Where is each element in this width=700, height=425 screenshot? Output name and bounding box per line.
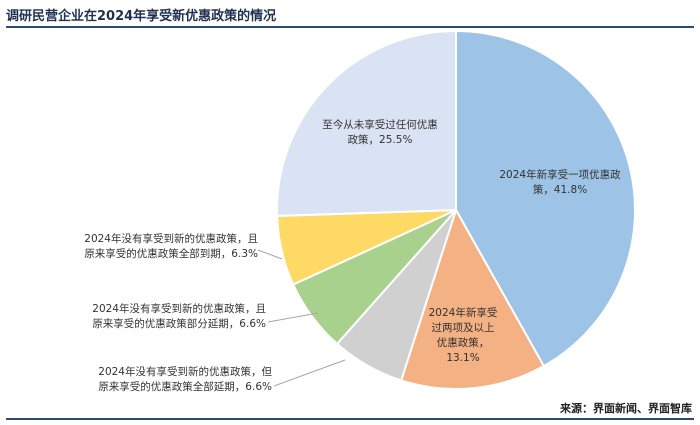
leader-line-3 — [267, 312, 319, 323]
slice-label-line: 2024年没有享受到新的优惠政策，且 — [92, 302, 266, 315]
slice-label-line: 13.1% — [446, 352, 479, 364]
slice-label-line: 原来享受的优惠政策部分延期，6.6% — [92, 317, 266, 330]
slice-label-line: 原来享受的优惠政策全部延期，6.6% — [98, 380, 272, 393]
chart-title: 调研民营企业在2024年享受新优惠政策的情况 — [6, 9, 277, 24]
slice-label-line: 2024年没有享受到新的优惠政策，且 — [84, 232, 258, 245]
slice-label-0: 2024年新享受一项优惠政策，41.8% — [499, 168, 621, 196]
slice-label-3: 2024年没有享受到新的优惠政策，且原来享受的优惠政策部分延期，6.6% — [92, 302, 266, 330]
slice-label-4: 2024年没有享受到新的优惠政策，且原来享受的优惠政策全部到期，6.3% — [84, 232, 258, 260]
slice-label-2: 2024年没有享受到新的优惠政策，但原来享受的优惠政策全部延期，6.6% — [98, 365, 272, 393]
slice-label-5: 至今从未享受过任何优惠政策，25.5% — [322, 118, 438, 146]
slice-label-line: 原来享受的优惠政策全部到期，6.3% — [84, 247, 258, 260]
pie-slice-5 — [276, 29, 457, 217]
slice-label-line: 2024年新享受一项优惠政 — [499, 168, 621, 181]
source-note: 来源：界面新闻、界面智库 — [560, 402, 692, 415]
slice-label-line: 2024年新享受 — [429, 306, 498, 319]
leader-line-2 — [273, 359, 346, 387]
slice-label-1: 2024年新享受过两项及以上优惠政策， 13.1% — [429, 306, 498, 364]
slice-label-line: 策，41.8% — [533, 183, 587, 196]
leader-line-4 — [257, 249, 283, 260]
slice-label-line: 2024年没有享受到新的优惠政策，但 — [98, 365, 272, 378]
slice-label-line: 过两项及以上 — [432, 321, 495, 334]
pie-slice-1 — [399, 207, 546, 390]
slice-label-line: 至今从未享受过任何优惠 — [322, 118, 438, 131]
slice-label-line: 优惠政策， — [437, 336, 490, 349]
pie-slice-0 — [455, 29, 636, 368]
title-underline — [6, 26, 694, 28]
slice-label-line: 政策，25.5% — [348, 133, 413, 146]
footer-rule — [6, 418, 694, 420]
